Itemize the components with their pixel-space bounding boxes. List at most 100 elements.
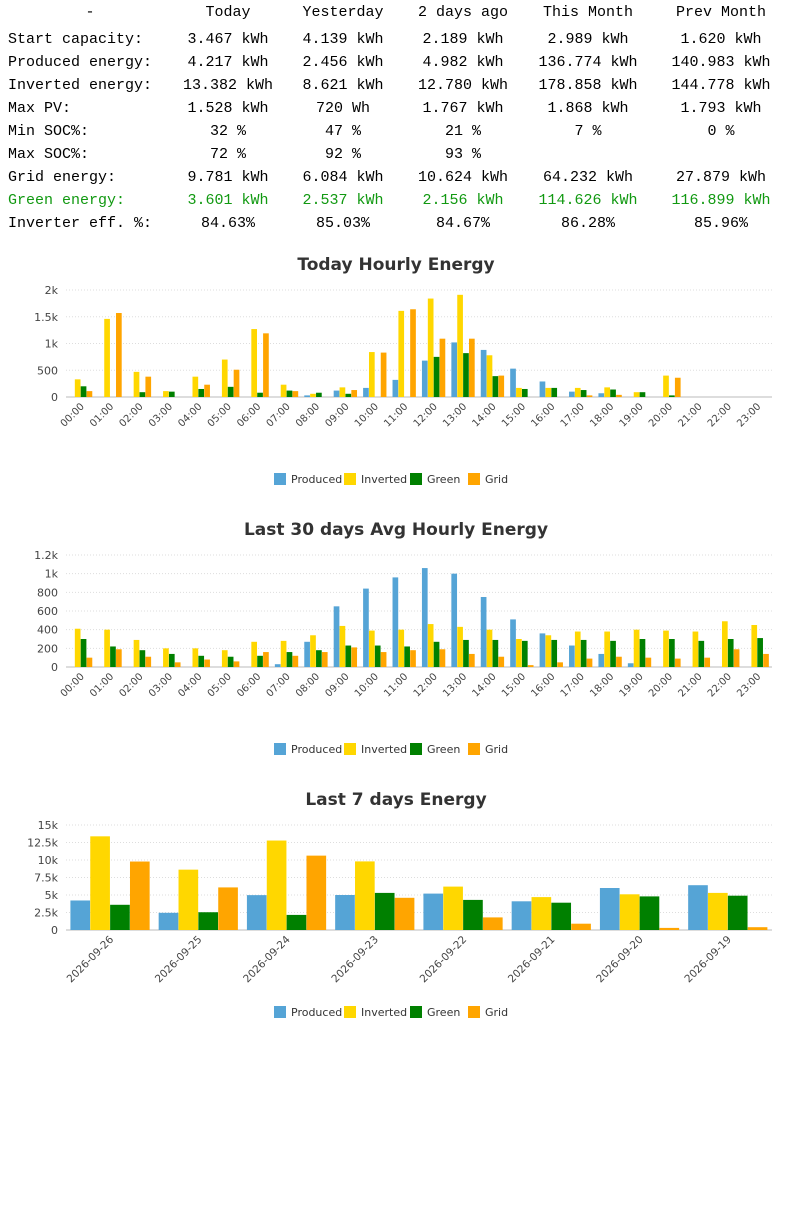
bar-produced[interactable] [70, 900, 91, 930]
bar-inverted[interactable] [516, 639, 522, 667]
bar-inverted[interactable] [133, 371, 140, 397]
bar-produced[interactable] [158, 912, 179, 930]
bar-inverted[interactable] [604, 387, 611, 397]
bar-grid[interactable] [557, 662, 563, 667]
bar-grid[interactable] [174, 662, 181, 667]
bar-grid[interactable] [292, 655, 299, 667]
bar-grid[interactable] [616, 656, 622, 667]
bar-produced[interactable] [539, 633, 546, 667]
bar-inverted[interactable] [133, 639, 140, 667]
bar-inverted[interactable] [104, 318, 110, 397]
legend-item-green[interactable]: Green [410, 473, 460, 486]
bar-grid[interactable] [321, 652, 328, 667]
bar-grid[interactable] [410, 309, 416, 397]
bar-green[interactable] [345, 393, 352, 397]
bar-green[interactable] [139, 392, 146, 397]
bar-green[interactable] [521, 388, 528, 397]
bar-inverted[interactable] [163, 648, 169, 667]
bar-produced[interactable] [335, 895, 355, 930]
bar-green[interactable] [198, 655, 205, 667]
bar-inverted[interactable] [427, 298, 434, 397]
legend-item-grid[interactable]: Grid [468, 473, 508, 486]
bar-grid[interactable] [145, 376, 152, 397]
bar-grid[interactable] [86, 391, 93, 397]
bar-produced[interactable] [569, 645, 575, 667]
bar-grid[interactable] [674, 658, 681, 667]
bar-produced[interactable] [363, 588, 369, 667]
bar-inverted[interactable] [531, 897, 552, 930]
bar-green[interactable] [257, 655, 263, 667]
bar-green[interactable] [521, 640, 528, 667]
bar-grid[interactable] [674, 377, 681, 397]
bar-grid[interactable] [469, 338, 475, 397]
bar-inverted[interactable] [545, 387, 552, 397]
bar-inverted[interactable] [192, 376, 199, 397]
bar-green[interactable] [580, 639, 587, 667]
bar-inverted[interactable] [619, 894, 640, 930]
bar-green[interactable] [286, 390, 293, 397]
bar-inverted[interactable] [339, 625, 346, 667]
bar-produced[interactable] [599, 888, 620, 930]
bar-inverted[interactable] [221, 359, 228, 397]
bar-inverted[interactable] [310, 393, 316, 397]
bar-grid[interactable] [116, 313, 122, 397]
bar-inverted[interactable] [633, 629, 640, 667]
bar-grid[interactable] [218, 887, 238, 930]
bar-inverted[interactable] [427, 624, 434, 667]
bar-green[interactable] [463, 353, 469, 397]
bar-green[interactable] [110, 646, 116, 667]
bar-green[interactable] [286, 652, 293, 667]
bar-green[interactable] [198, 388, 205, 397]
bar-inverted[interactable] [604, 631, 611, 667]
bar-grid[interactable] [116, 649, 122, 667]
bar-grid[interactable] [763, 653, 769, 667]
bar-green[interactable] [198, 912, 219, 930]
bar-inverted[interactable] [74, 379, 81, 397]
bar-green[interactable] [110, 904, 130, 930]
bar-inverted[interactable] [663, 375, 669, 397]
bar-inverted[interactable] [90, 836, 110, 930]
legend-item-grid[interactable]: Grid [468, 1006, 508, 1019]
bar-inverted[interactable] [663, 630, 669, 667]
bar-grid[interactable] [482, 917, 503, 930]
bar-produced[interactable] [304, 641, 310, 667]
bar-produced[interactable] [510, 619, 516, 667]
bar-grid[interactable] [351, 647, 358, 667]
bar-inverted[interactable] [574, 387, 581, 397]
bar-green[interactable] [257, 392, 263, 397]
legend-item-green[interactable]: Green [410, 743, 460, 756]
bar-green[interactable] [727, 895, 748, 930]
bar-green[interactable] [757, 638, 763, 667]
bar-produced[interactable] [274, 664, 281, 667]
bar-inverted[interactable] [443, 886, 463, 930]
bar-inverted[interactable] [221, 650, 228, 667]
legend-item-green[interactable]: Green [410, 1006, 460, 1019]
bar-green[interactable] [168, 391, 175, 397]
bar-grid[interactable] [233, 661, 240, 667]
bar-inverted[interactable] [178, 869, 199, 930]
bar-green[interactable] [492, 376, 499, 397]
bar-inverted[interactable] [104, 629, 110, 667]
bar-grid[interactable] [204, 659, 210, 667]
bar-green[interactable] [463, 639, 469, 667]
bar-green[interactable] [316, 650, 322, 667]
bar-green[interactable] [433, 641, 440, 667]
legend-item-inverted[interactable]: Inverted [344, 1006, 407, 1019]
bar-inverted[interactable] [486, 629, 493, 667]
bar-inverted[interactable] [398, 310, 405, 397]
bar-green[interactable] [551, 902, 572, 930]
bar-grid[interactable] [86, 657, 93, 667]
bar-green[interactable] [433, 356, 440, 397]
bar-green[interactable] [580, 390, 587, 397]
bar-produced[interactable] [333, 390, 340, 397]
legend-item-produced[interactable]: Produced [274, 473, 342, 486]
bar-green[interactable] [639, 392, 646, 397]
bar-inverted[interactable] [280, 384, 287, 397]
bar-grid[interactable] [380, 652, 387, 667]
bar-inverted[interactable] [339, 387, 346, 397]
bar-produced[interactable] [511, 901, 532, 930]
bar-green[interactable] [698, 640, 705, 667]
bar-grid[interactable] [129, 861, 150, 930]
bar-produced[interactable] [627, 663, 634, 667]
bar-grid[interactable] [394, 897, 415, 930]
